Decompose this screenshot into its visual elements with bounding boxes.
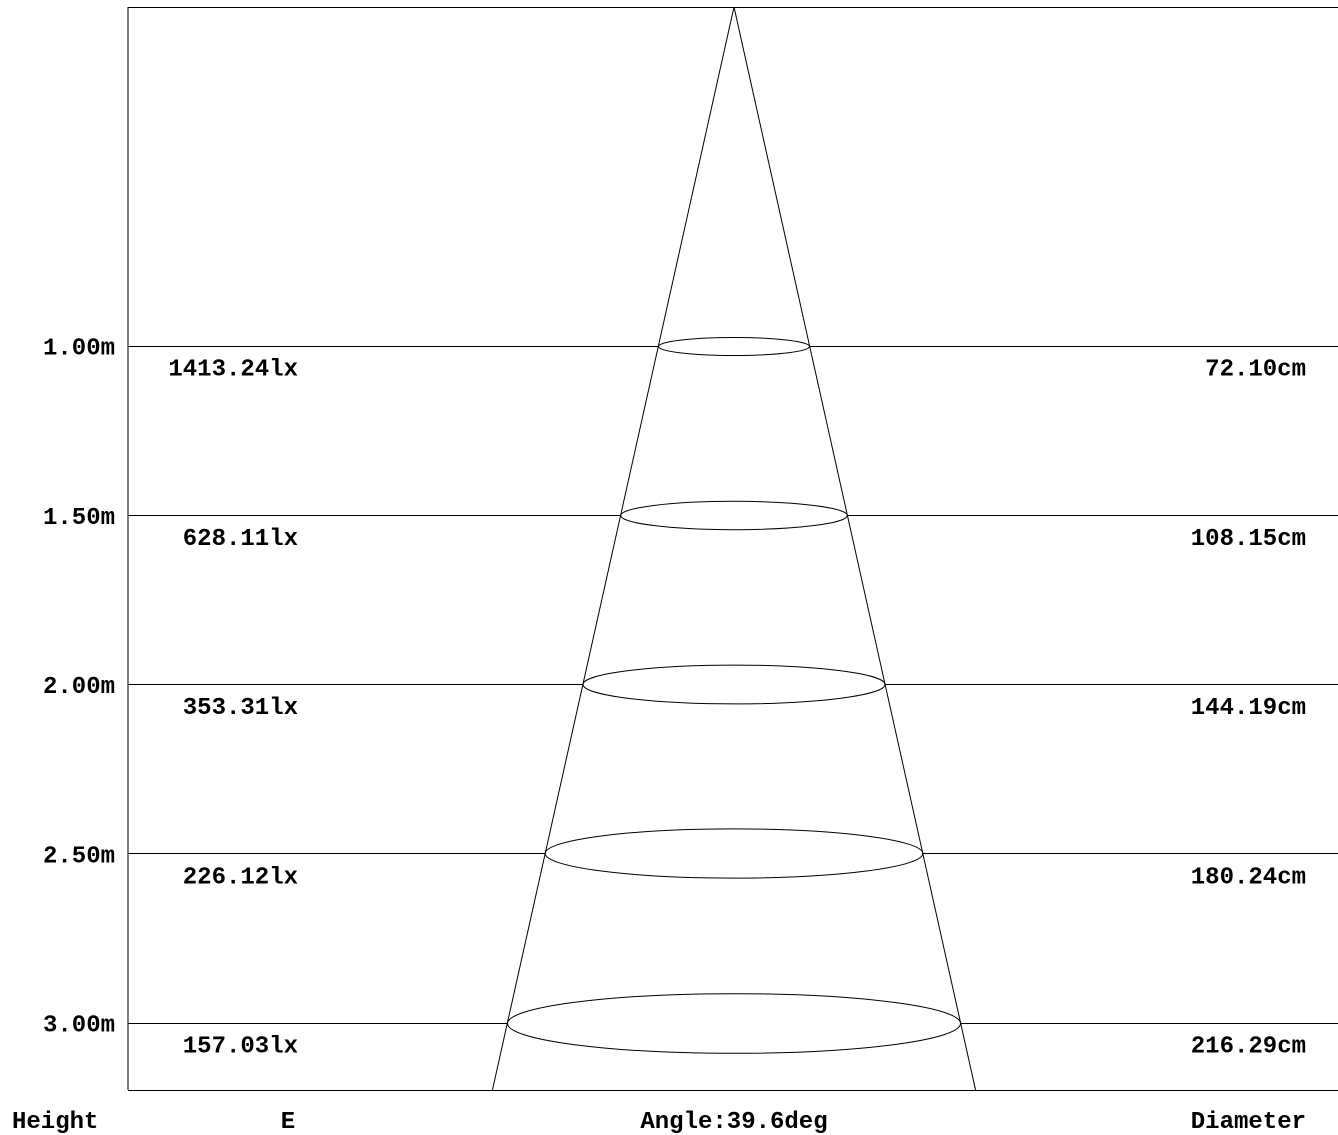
diagram-frame [127,7,1338,1091]
height-label: 3.00m [43,1013,115,1040]
light-spot-ellipse [620,500,848,531]
height-rows: 1.00m 1413.24lx 72.10cm 1.50m 628.11lx 108.15… [43,336,1338,1061]
beam-edge-right [733,6,977,1091]
light-spot-ellipse [582,664,886,705]
height-label: 1.00m [43,336,115,363]
height-label: 2.00m [43,674,115,701]
diameter-label: 144.19cm [1191,695,1306,722]
illuminance-label: 157.03lx [183,1034,298,1061]
illuminance-label: 226.12lx [183,864,298,891]
diameter-label: 180.24cm [1191,864,1306,891]
footer-diameter-label: Diameter [1191,1109,1306,1135]
diameter-label: 216.29cm [1191,1034,1306,1061]
footer-illuminance-label: E [281,1109,295,1135]
height-label: 1.50m [43,505,115,532]
height-label: 2.50m [43,843,115,870]
illuminance-label: 628.11lx [183,526,298,553]
light-spot-ellipse [506,993,962,1054]
diameter-label: 72.10cm [1205,357,1306,384]
footer-beam-angle-label: Angle:39.6deg [640,1109,827,1135]
illuminance-label: 353.31lx [183,695,298,722]
diagram-footer: Height E Angle:39.6deg Diameter [12,1109,1306,1135]
light-spot-ellipse [544,828,924,879]
beam-cone [491,6,977,1091]
diameter-label: 108.15cm [1191,526,1306,553]
beam-edge-left [491,6,735,1091]
footer-height-label: Height [12,1109,98,1135]
light-spot-ellipse [657,337,811,356]
illuminance-label: 1413.24lx [168,357,298,384]
